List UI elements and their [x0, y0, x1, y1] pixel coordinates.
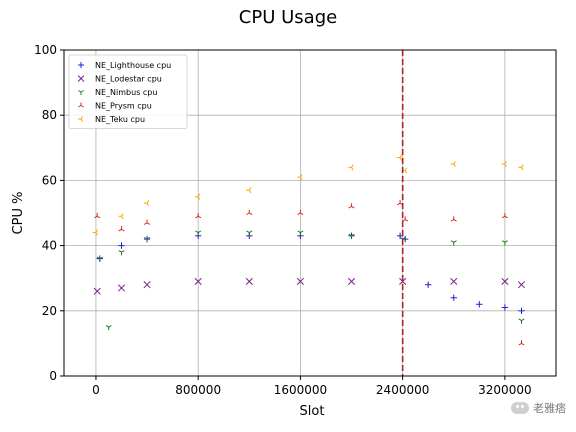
data-point: [144, 237, 151, 243]
data-point: [92, 229, 98, 236]
y-tick-label: 100: [34, 43, 57, 57]
data-point: [518, 307, 525, 314]
data-point: [450, 277, 458, 286]
data-point: [96, 256, 103, 262]
data-point: [297, 174, 303, 181]
data-point: [517, 281, 526, 289]
data-point: [118, 242, 125, 249]
data-point: [501, 213, 508, 219]
watermark: 老雅痞: [511, 400, 566, 416]
data-point: [501, 304, 509, 311]
data-point: [246, 230, 253, 236]
data-point: [195, 230, 202, 236]
data-point: [118, 226, 125, 232]
data-point: [476, 301, 483, 308]
x-axis-label: Slot: [300, 404, 325, 419]
data-point: [297, 230, 304, 236]
series-4: [92, 154, 524, 236]
data-point: [402, 216, 409, 222]
y-tick-label: 40: [42, 239, 57, 253]
legend-label: NE_Prysm cpu: [95, 102, 152, 111]
data-point: [348, 203, 355, 209]
data-point: [450, 294, 457, 301]
y-tick-label: 20: [42, 304, 57, 318]
data-point: [450, 240, 457, 246]
y-tick-label: 80: [42, 108, 57, 122]
data-point: [501, 277, 509, 286]
data-point: [425, 281, 432, 288]
data-point: [118, 213, 124, 220]
x-tick-label: 2400000: [376, 383, 429, 397]
data-point: [194, 193, 201, 200]
series-3: [94, 200, 525, 346]
data-point: [195, 213, 202, 219]
data-point: [296, 277, 304, 286]
watermark-text: 老雅痞: [533, 402, 566, 415]
data-point: [399, 277, 407, 286]
data-point: [245, 277, 253, 286]
data-point: [94, 213, 101, 219]
data-point: [450, 216, 457, 222]
data-point: [501, 161, 507, 168]
legend-marker: [78, 62, 84, 68]
series-0: [96, 232, 525, 314]
x-tick-label: 800000: [175, 383, 221, 397]
legend-marker: [78, 90, 84, 95]
wechat-icon: [511, 402, 529, 414]
data-point: [347, 277, 356, 286]
legend: NE_Lighthouse cpu NE_Lodestar cpu NE_Nimbu…: [68, 54, 188, 129]
legend-label: NE_Lodestar cpu: [95, 75, 162, 84]
axis-ticks: 0 800000 1600000 2400000 3200000 0 20 40 60 80 100: [34, 43, 532, 397]
x-tick-label: 0: [92, 383, 100, 397]
y-tick-label: 0: [49, 369, 57, 383]
series-2: [96, 230, 525, 331]
data-points: [92, 154, 526, 346]
plot-frame: [63, 49, 557, 377]
legend-marker: [78, 116, 83, 122]
y-tick-label: 60: [42, 173, 57, 187]
data-point: [144, 219, 151, 225]
data-point: [93, 287, 101, 295]
data-point: [396, 154, 403, 161]
y-axis-label: CPU %: [11, 192, 26, 235]
data-point: [297, 209, 304, 216]
legend-marker: [77, 75, 85, 82]
data-point: [105, 325, 112, 331]
data-point: [518, 318, 525, 324]
x-tick-label: 3200000: [478, 383, 531, 397]
data-point: [194, 277, 202, 286]
data-point: [501, 240, 508, 246]
legend-label: NE_Nimbus cpu: [95, 88, 157, 97]
chart-title: CPU Usage: [239, 7, 337, 28]
data-point: [348, 164, 354, 171]
data-point: [518, 340, 525, 346]
data-point: [348, 233, 355, 240]
legend-box: [68, 54, 188, 129]
data-point: [246, 209, 253, 216]
data-point: [143, 281, 151, 289]
data-point: [143, 200, 150, 207]
data-point: [450, 161, 456, 168]
legend-marker: [78, 102, 84, 108]
legend-label: NE_Teku cpu: [95, 115, 145, 124]
data-point: [518, 164, 524, 171]
series-1: [93, 277, 526, 295]
x-tick-label: 1600000: [274, 383, 327, 397]
data-point: [246, 187, 252, 194]
data-point: [118, 250, 125, 256]
legend-label: NE_Lighthouse cpu: [95, 61, 171, 70]
data-point: [117, 284, 126, 292]
